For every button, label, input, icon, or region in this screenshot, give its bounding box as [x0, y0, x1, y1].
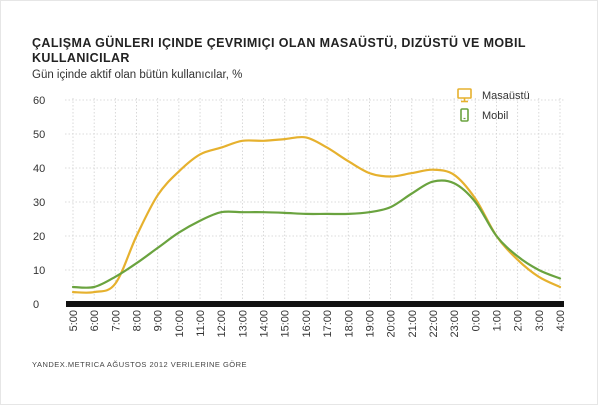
x-tick-label: 15:00: [280, 310, 292, 338]
grid-layer: [65, 98, 564, 304]
phone-icon: [460, 108, 469, 122]
chart-source-note: YANDEX.METRICA AĞUSTOS 2012 VERILERINE G…: [32, 360, 248, 369]
y-tick-label: 60: [33, 95, 45, 107]
x-tick-label: 9:00: [153, 310, 165, 331]
x-tick-label: 21:00: [407, 310, 419, 338]
legend-label: Mobil: [482, 110, 508, 122]
x-tick-label: 12:00: [216, 310, 228, 338]
y-tick-label: 30: [33, 197, 45, 209]
y-tick-label: 0: [33, 299, 39, 311]
y-tick-label: 40: [33, 163, 45, 175]
x-tick-label: 6:00: [89, 310, 101, 331]
y-tick-label: 10: [33, 265, 45, 277]
x-tick-label: 18:00: [343, 310, 355, 338]
x-tick-label: 2:00: [513, 310, 525, 331]
x-tick-label: 22:00: [428, 310, 440, 338]
x-tick-label: 11:00: [195, 310, 207, 337]
x-tick-label: 4:00: [555, 310, 567, 331]
legend-label: Masaüstü: [482, 90, 530, 102]
desktop-icon: [457, 88, 472, 99]
x-tick-label: 10:00: [174, 310, 186, 338]
chart-subtitle: Gün içinde aktif olan bütün kullanıcılar…: [32, 69, 243, 81]
series-line-mobil: [71, 179, 562, 289]
x-tick-label: 3:00: [534, 310, 546, 331]
axis-layer: 5:00 6:00 7:00 8:00 9:00 10:00 11:00 12:00 13:00…: [33, 95, 567, 338]
x-tick-label: 8:00: [132, 310, 144, 331]
x-tick-label: 14:00: [259, 310, 271, 338]
legend-item: Mobil: [460, 108, 508, 122]
x-tick-label: 1:00: [491, 310, 503, 331]
x-tick-label: 20:00: [386, 310, 398, 338]
x-tick-label: 7:00: [110, 310, 122, 331]
x-tick-label: 23:00: [449, 310, 461, 338]
x-tick-label: 19:00: [364, 310, 376, 338]
x-tick-label: 5:00: [68, 310, 80, 331]
y-tick-label: 50: [33, 129, 45, 141]
legend-item: Masaüstü: [457, 88, 530, 103]
x-tick-label: 0:00: [470, 310, 482, 331]
x-tick-label: 13:00: [237, 310, 249, 338]
chart-title: ÇALIŞMA GÜNLERI IÇINDE ÇEVRIMIÇI OLAN MA…: [32, 36, 526, 65]
legend: Masaüstü Mobil: [457, 88, 530, 122]
y-tick-label: 20: [33, 231, 45, 243]
x-tick-label: 16:00: [301, 310, 313, 338]
series-line-masaustu: [71, 135, 562, 294]
x-tick-label: 17:00: [322, 310, 334, 338]
series-layer: [71, 135, 562, 294]
